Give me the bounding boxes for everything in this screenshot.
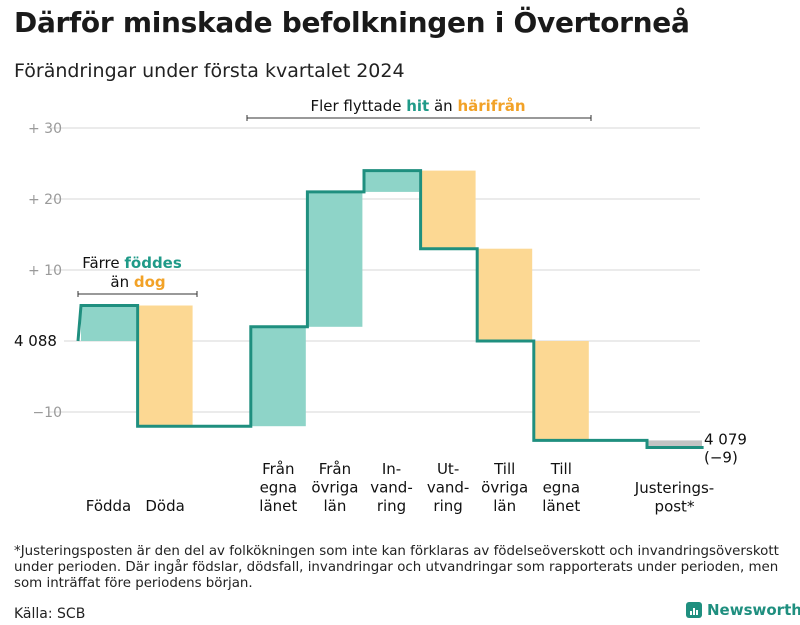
migration-annot-hi1: hit — [406, 97, 429, 115]
category-label-fran_egna: Från egna länet — [259, 460, 297, 515]
bar-doda — [137, 305, 193, 427]
category-label-line: Justerings- — [634, 479, 714, 497]
bar-invandring — [364, 170, 419, 192]
births-annotation-2: än dog — [110, 273, 165, 291]
migration-annot-hi2: härifrån — [457, 97, 525, 115]
y-tick-label-3: −10 — [32, 405, 62, 421]
logo-text: Newsworthy — [707, 601, 800, 619]
births-annot-pre: Färre — [82, 254, 124, 272]
category-label-line: Till — [550, 460, 572, 478]
category-label-line: vand- — [370, 479, 413, 497]
category-label-utvandring: Ut-vand-ring — [427, 460, 470, 515]
category-label-line: Från — [262, 460, 294, 478]
category-label-line: Från — [319, 460, 351, 478]
newsworthy-logo: Newsworthy — [686, 601, 800, 619]
end-value-label: 4 079 — [704, 431, 747, 449]
bar-fran_ovriga — [307, 191, 363, 327]
category-label-justering: Justerings-post* — [634, 479, 714, 516]
category-label-line: länet — [542, 497, 580, 515]
births-annot-hi1: föddes — [124, 254, 181, 272]
y-tick-label-0: + 30 — [28, 121, 62, 137]
category-label-line: egna — [543, 479, 580, 497]
category-label-till_ovriga: Till övriga län — [481, 460, 528, 515]
category-label-line: Till — [493, 460, 515, 478]
migration-annotation: Fler flyttade hit än härifrån — [310, 97, 525, 115]
line-layer — [76, 169, 704, 449]
cumulative-step-line — [76, 169, 704, 449]
bar-utvandring — [420, 170, 476, 249]
end-change-label: (−9) — [704, 449, 738, 467]
births-annot-hi2: dog — [134, 273, 166, 291]
category-label-line: ring — [433, 497, 462, 515]
bar-chart-icon — [686, 602, 702, 618]
bar-fodda — [81, 305, 136, 341]
category-label-line: övriga — [481, 479, 528, 497]
start-value-label: 4 088 — [14, 332, 57, 350]
bar-justering — [647, 440, 702, 448]
category-label-line: län — [323, 497, 346, 515]
births-annotation: Färre föddes — [82, 254, 182, 272]
bar-till_ovriga — [477, 248, 533, 341]
category-label-line: egna — [260, 479, 297, 497]
y-tick-label-2: + 10 — [28, 263, 62, 279]
bar-layer — [81, 170, 702, 448]
category-label-line: In- — [382, 460, 401, 478]
migration-annot-mid: än — [429, 97, 457, 115]
category-label-fodda: Födda — [86, 497, 132, 515]
category-label-fran_ovriga: Från övriga län — [311, 460, 358, 515]
category-label-line: län — [493, 497, 516, 515]
category-label-line: ring — [377, 497, 406, 515]
category-label-till_egna: Till egna länet — [542, 460, 580, 515]
category-label-line: övriga — [311, 479, 358, 497]
bar-till_egna — [533, 341, 589, 441]
category-label-line: vand- — [427, 479, 470, 497]
chart-subtitle: Förändringar under första kvartalet 2024 — [14, 60, 405, 82]
migration-annot-pre: Fler flyttade — [310, 97, 406, 115]
footnote: *Justeringsposten är den del av folkökni… — [14, 544, 779, 591]
births-annot-pre2: än — [110, 273, 133, 291]
category-label-invandring: In-vand-ring — [370, 460, 413, 515]
category-label-doda: Döda — [145, 497, 184, 515]
source-label: Källa: SCB — [14, 606, 86, 622]
chart-title: Därför minskade befolkningen i Övertorne… — [14, 6, 690, 39]
category-label-line: länet — [259, 497, 297, 515]
category-label-line: Födda — [86, 497, 132, 515]
bar-fran_egna — [250, 326, 306, 427]
category-label-line: Ut- — [437, 460, 459, 478]
category-label-line: post* — [655, 498, 695, 516]
category-label-line: Döda — [145, 497, 184, 515]
y-tick-label-1: + 20 — [28, 192, 62, 208]
